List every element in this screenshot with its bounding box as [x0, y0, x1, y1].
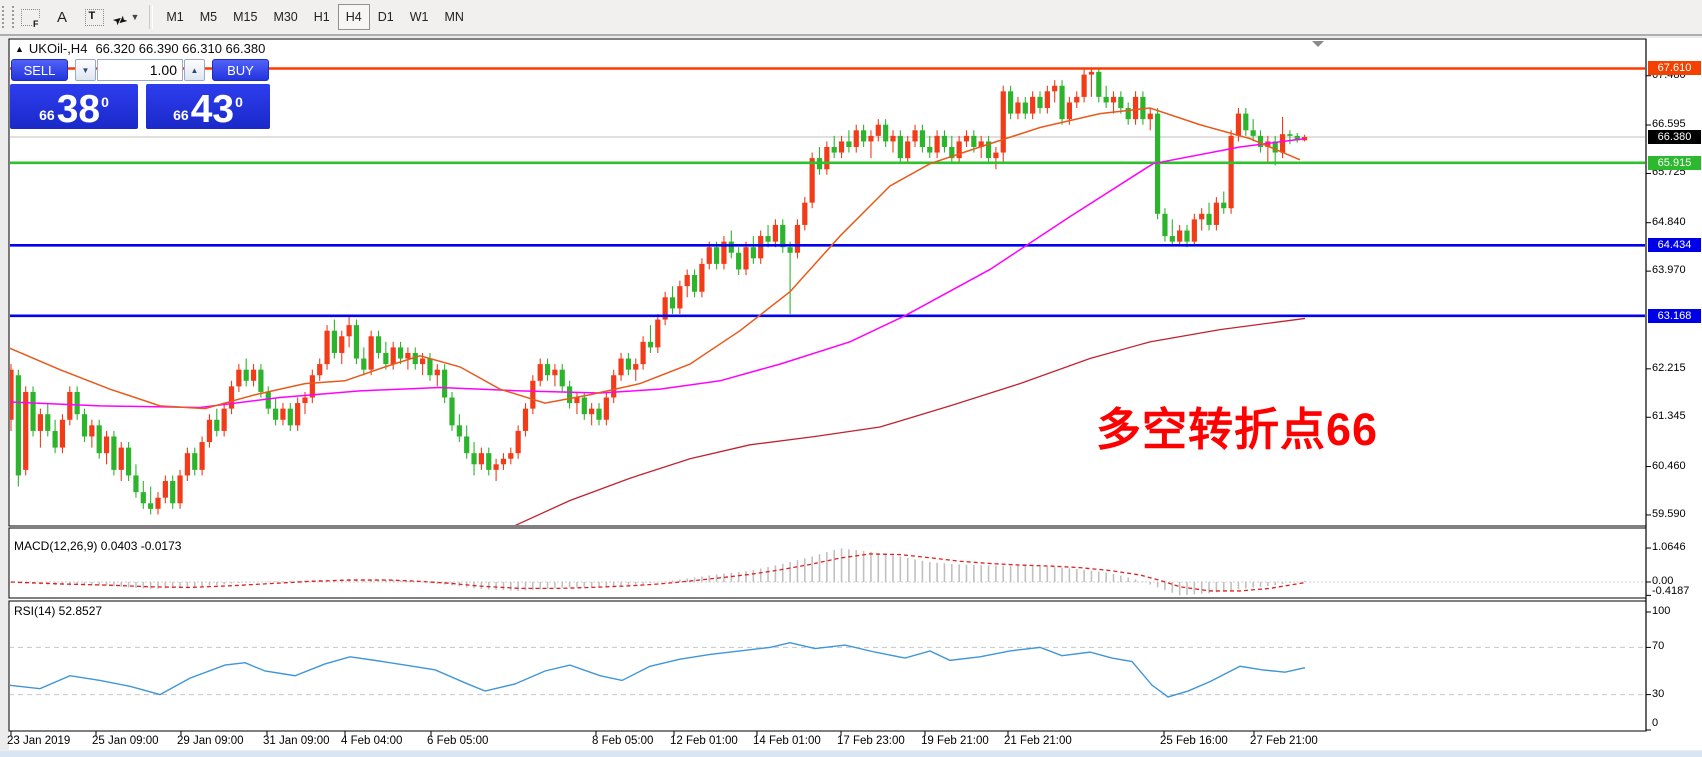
time-tick-label: 31 Jan 09:00	[263, 735, 330, 747]
price-tick-label: 60.460	[1652, 459, 1686, 472]
rsi-tick-label: 70	[1652, 640, 1665, 653]
macd-tick-label: -0.4187	[1652, 585, 1690, 597]
arrow-label-tool-button[interactable]: A	[48, 3, 76, 31]
bid-price-box[interactable]: 66 38 0	[10, 84, 138, 129]
text-tool-button[interactable]: T	[80, 3, 108, 31]
chart-text-annotation: 多空转折点66	[1096, 404, 1379, 455]
time-tick-label: 4 Feb 04:00	[341, 735, 403, 747]
timeframe-button-mn[interactable]: MN	[444, 10, 464, 24]
bid-pip-digit: 0	[101, 94, 109, 110]
symbol-timeframe-label: UKOil-,H4	[28, 41, 88, 56]
fibonacci-icon: F	[20, 8, 40, 29]
volume-increase-button[interactable]: ▲	[184, 59, 205, 81]
timeframe-button-m30[interactable]: M30	[273, 10, 298, 24]
volume-decrease-button[interactable]: ▼	[75, 59, 96, 81]
one-click-trading-panel: SELL ▼ 1.00 ▲ BUY 66 38 0 66 43 0	[10, 57, 270, 129]
ask-pip-digit: 0	[235, 94, 243, 110]
time-tick-label: 12 Feb 01:00	[670, 735, 738, 747]
timeframe-button-h4[interactable]: H4	[337, 4, 370, 30]
price-tick-label: 62.215	[1652, 361, 1686, 374]
chevron-down-icon[interactable]: ▼	[130, 12, 140, 22]
price-level-badge: 63.168	[1648, 308, 1701, 323]
ask-prefix: 66	[173, 107, 189, 123]
time-tick-label: 17 Feb 23:00	[837, 735, 905, 747]
time-tick-label: 23 Jan 2019	[7, 735, 71, 747]
price-tick-label: 59.590	[1652, 507, 1686, 520]
macd-label: MACD(12,26,9) 0.0403 -0.0173	[14, 539, 182, 553]
buy-button[interactable]: BUY	[212, 59, 269, 81]
time-tick-label: 19 Feb 21:00	[921, 735, 989, 747]
timeframe-button-d1[interactable]: D1	[377, 10, 394, 24]
time-tick-label: 6 Feb 05:00	[427, 735, 489, 747]
volume-input[interactable]: 1.00	[97, 59, 183, 81]
toolbar-separator	[149, 5, 154, 29]
time-tick-label: 25 Jan 09:00	[92, 735, 159, 747]
ask-main-digits: 43	[190, 88, 235, 132]
ohlc-quote-label: 66.320 66.390 66.310 66.380	[95, 41, 266, 56]
bid-main-digits: 38	[56, 88, 101, 132]
ask-price-box[interactable]: 66 43 0	[146, 84, 270, 129]
collapse-panel-icon[interactable]: ▲	[15, 44, 24, 54]
timeframe-button-w1[interactable]: W1	[409, 10, 429, 24]
price-tick-label: 64.840	[1652, 215, 1686, 228]
macd-tick-label: 1.0646	[1652, 541, 1686, 554]
text-icon: T	[84, 8, 104, 26]
timeframe-button-m15[interactable]: M15	[233, 10, 258, 24]
toolbar-drag-handle[interactable]	[2, 6, 14, 28]
timeframe-button-m1[interactable]: M1	[166, 10, 184, 24]
rsi-tick-label: 100	[1652, 605, 1671, 617]
bid-prefix: 66	[39, 107, 55, 123]
chart-title: ▲ UKOil-,H4 66.320 66.390 66.310 66.380	[15, 41, 265, 56]
chart-background	[9, 38, 1702, 750]
price-level-badge: 64.434	[1648, 238, 1701, 253]
price-level-badge: 65.915	[1648, 155, 1701, 170]
price-tick-label: 66.595	[1652, 118, 1686, 130]
price-tick-label: 63.970	[1652, 264, 1686, 277]
time-tick-label: 25 Feb 16:00	[1160, 735, 1228, 747]
rsi-label: RSI(14) 52.8527	[14, 604, 103, 618]
time-tick-label: 8 Feb 05:00	[592, 735, 654, 747]
rsi-tick-label: 0	[1652, 717, 1659, 729]
arrows-tool-button[interactable]: ➤➤ ▼	[111, 3, 140, 31]
time-tick-label: 29 Jan 09:00	[177, 735, 244, 747]
rsi-tick-label: 30	[1652, 687, 1665, 700]
toolbar: F A T ➤➤ ▼ M1 M5 M15 M30 H1 H4 D1 W1 MN	[0, 0, 1702, 36]
label-a-icon: A	[56, 8, 67, 26]
time-tick-label: 21 Feb 21:00	[1004, 735, 1072, 747]
timeframe-button-group: M1 M5 M15 M30 H1 H4 D1 W1 MN	[158, 4, 472, 30]
macd-tick-label: 0.00	[1652, 575, 1674, 587]
timeframe-button-h1[interactable]: H1	[313, 10, 330, 24]
price-level-badge: 67.610	[1648, 61, 1701, 76]
sell-button[interactable]: SELL	[11, 59, 68, 81]
price-level-badge: 66.380	[1648, 129, 1701, 144]
timeframe-button-m5[interactable]: M5	[199, 10, 218, 24]
time-tick-label: 27 Feb 21:00	[1250, 735, 1318, 747]
window-bottom-edge	[0, 751, 1702, 757]
time-tick-label: 14 Feb 01:00	[753, 735, 821, 747]
price-tick-label: 61.345	[1652, 410, 1686, 423]
fibonacci-tool-button[interactable]: F	[16, 3, 44, 31]
